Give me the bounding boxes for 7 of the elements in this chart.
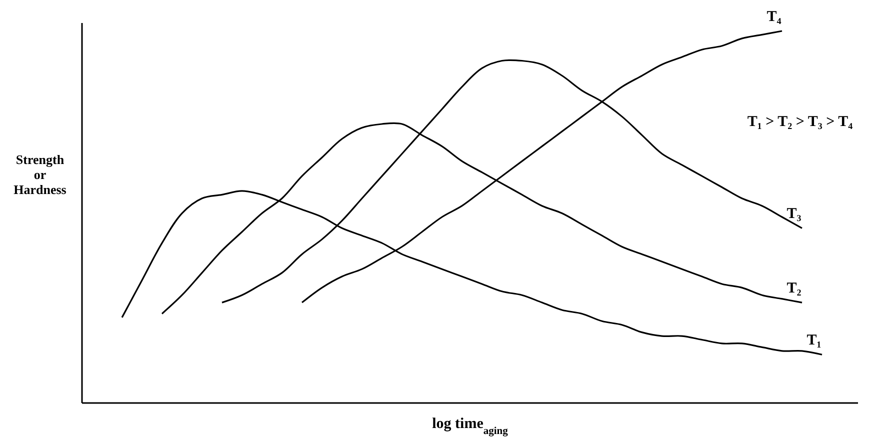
series-label: T₁ [806,332,822,349]
y-axis-title: Strength or Hardness [14,152,66,197]
series-label: T₄ [766,9,782,25]
series-label: T₃ [786,206,802,222]
x-axis-title: log time$_{aging}$ [432,416,509,436]
annotation: T₁ > T₂ > T₃ > T₄ [747,114,854,130]
series-label: T₂ [786,280,802,297]
